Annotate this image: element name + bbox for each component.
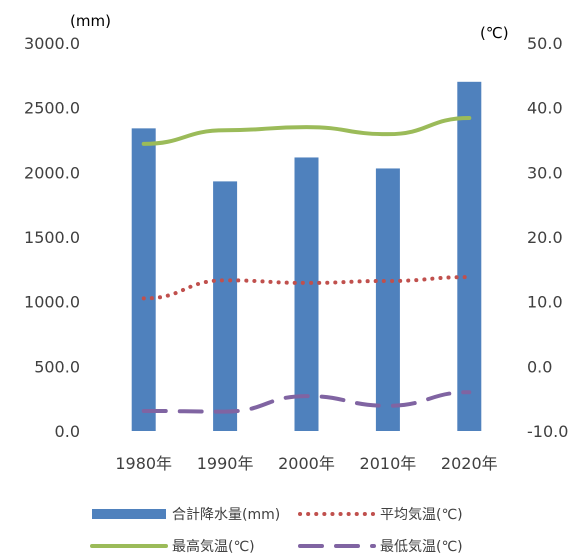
right-tick-label: 40.0 <box>527 99 563 118</box>
line-series-3 <box>141 390 472 414</box>
right-tick-label: 0.0 <box>527 357 552 376</box>
legend-label: 最高気温(℃) <box>172 538 255 555</box>
left-axis-unit: (mm) <box>70 12 111 30</box>
bar-2010年 <box>375 168 400 431</box>
legend: 合計降水量(mm) 平均気温(℃) 最高気温(℃) 最低気温(℃) <box>90 507 463 555</box>
legend-label: 最低気温(℃) <box>380 539 463 555</box>
right-axis-ticks: 50.0 40.0 30.0 20.0 10.0 0.0 -10.0 <box>527 34 568 441</box>
right-tick-label: 50.0 <box>527 34 563 53</box>
left-tick-label: 2000.0 <box>24 163 80 182</box>
bar-series <box>131 81 482 432</box>
left-tick-label: 2500.0 <box>24 99 80 118</box>
legend-label: 合計降水量(mm) <box>172 507 280 523</box>
legend-swatch <box>92 509 166 519</box>
bar-1980年 <box>131 128 156 432</box>
line-series <box>141 116 472 414</box>
x-tick-label: 2000年 <box>278 454 335 473</box>
bar-1990年 <box>213 181 238 431</box>
bar-2000年 <box>294 157 319 431</box>
left-tick-label: 0.0 <box>55 422 80 441</box>
x-axis-ticks: 1980年 1990年 2000年 2010年 2020年 <box>115 454 497 473</box>
x-tick-label: 2010年 <box>360 454 417 473</box>
left-tick-label: 500.0 <box>34 357 80 376</box>
left-tick-label: 1500.0 <box>24 228 80 247</box>
right-tick-label: 20.0 <box>527 228 563 247</box>
x-tick-label: 2020年 <box>441 454 498 473</box>
line-series-1 <box>141 275 472 301</box>
right-tick-label: -10.0 <box>527 422 568 441</box>
right-tick-label: 30.0 <box>527 163 563 182</box>
legend-label: 平均気温(℃) <box>380 507 463 523</box>
left-axis-ticks: 3000.0 2500.0 2000.0 1500.0 1000.0 500.0 0.0 <box>24 34 80 441</box>
line-series-2 <box>141 116 472 146</box>
x-tick-label: 1990年 <box>197 454 254 473</box>
right-tick-label: 10.0 <box>527 293 563 312</box>
left-tick-label: 3000.0 <box>24 34 80 53</box>
left-tick-label: 1000.0 <box>24 293 80 312</box>
bar-2020年 <box>457 81 482 432</box>
right-axis-unit: (℃) <box>480 24 509 42</box>
x-tick-label: 1980年 <box>115 454 172 473</box>
